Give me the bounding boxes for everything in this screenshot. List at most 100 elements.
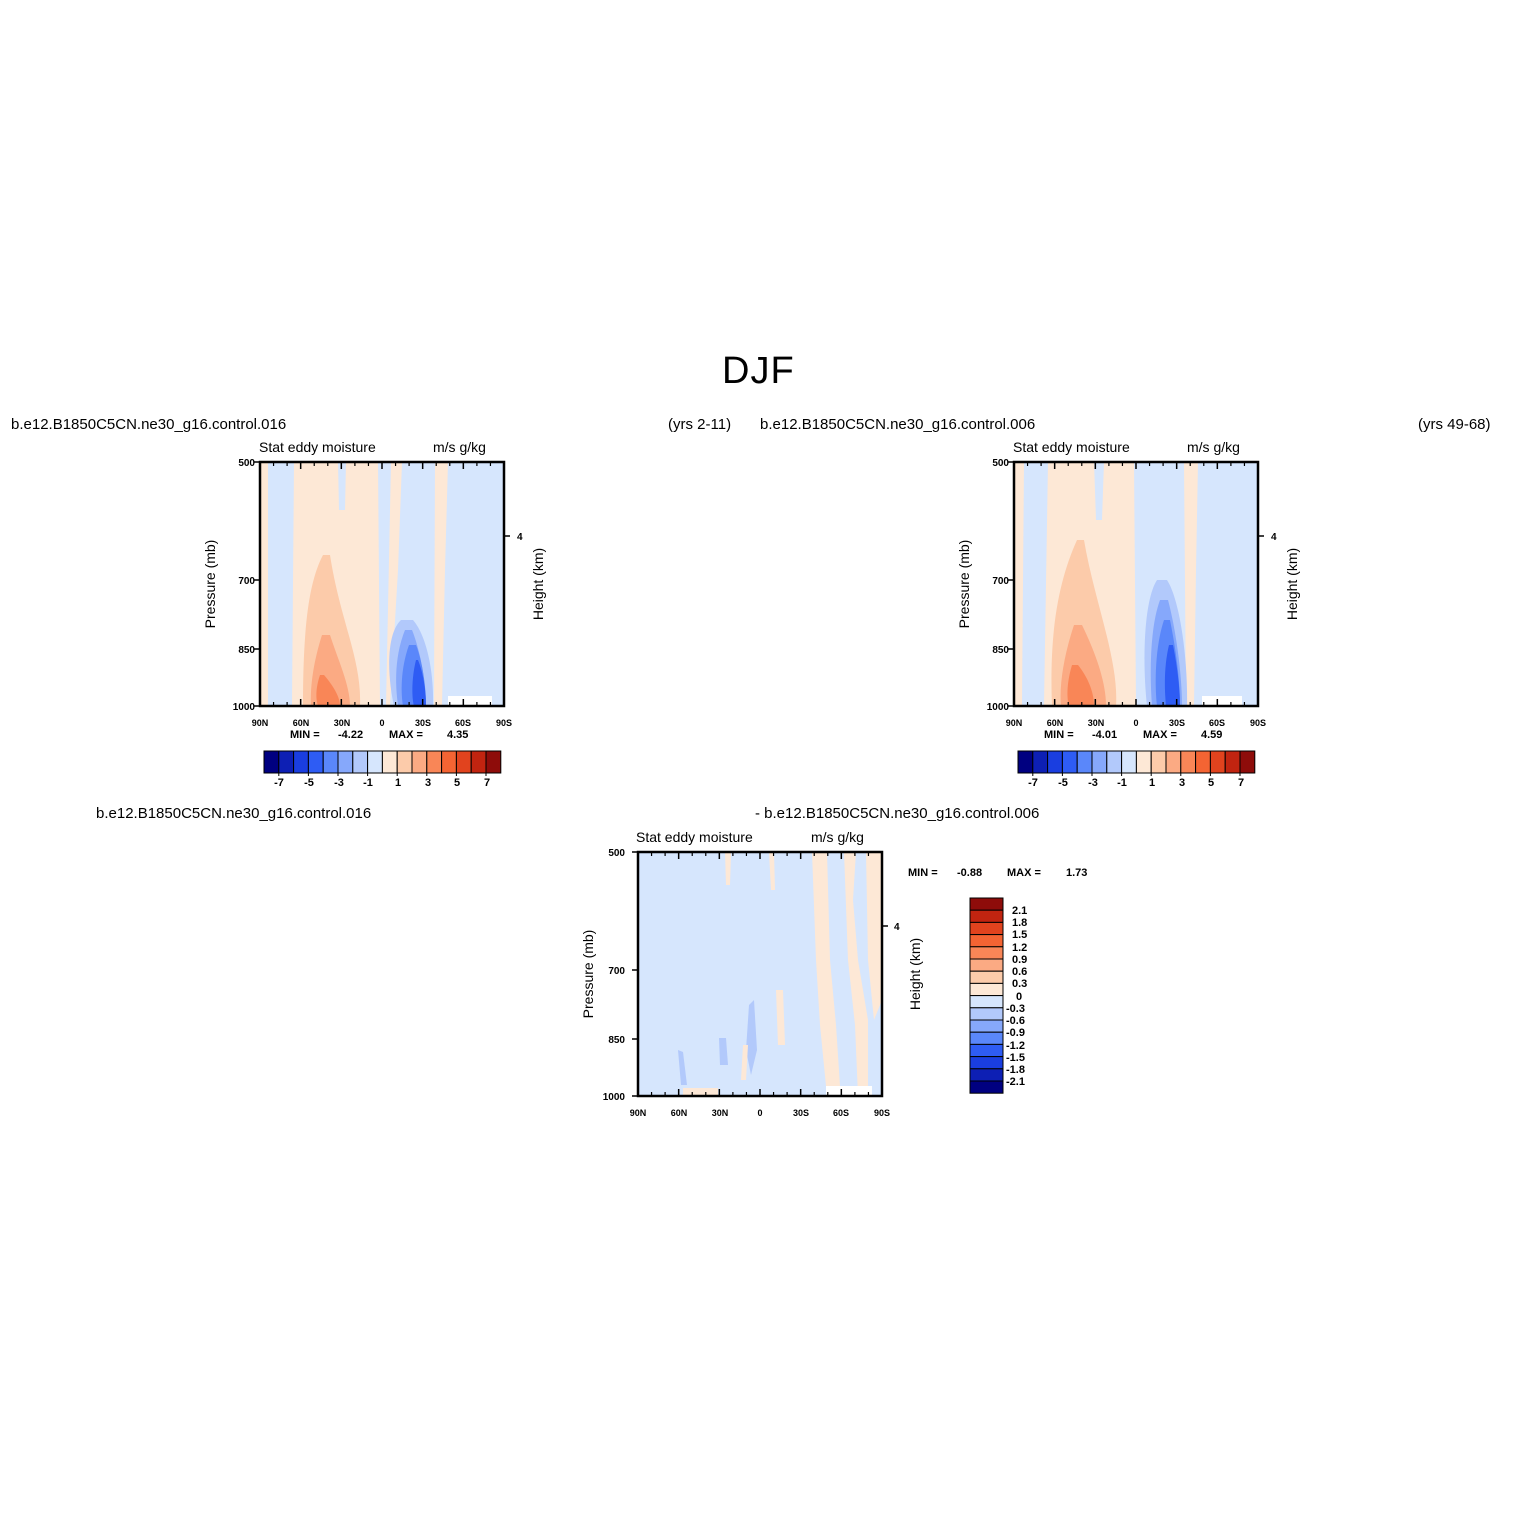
colorbar-box xyxy=(969,1056,1004,1070)
panel3-xtick-60n: 60N xyxy=(671,1108,688,1118)
colorbar-box xyxy=(969,946,1004,960)
panel1-xtick-60s: 60S xyxy=(455,718,471,728)
panel1-cbar-label: -3 xyxy=(334,777,344,789)
panel3-xtick-30n: 30N xyxy=(712,1108,729,1118)
panel1-colorbar xyxy=(263,750,502,776)
panel1-cbar-label: 1 xyxy=(395,777,401,789)
panel2-cbar-label: 3 xyxy=(1179,777,1185,789)
colorbar-box xyxy=(969,1043,1004,1058)
panel1-min-label: MIN = xyxy=(290,729,320,741)
panel1-ytick-1000: 1000 xyxy=(233,702,256,713)
colorbar-box xyxy=(969,970,1004,984)
panel2-chart: 500 700 850 1000 4 90N 60N 30N 0 30S 60S… xyxy=(956,458,1300,789)
panel2-cbar-label: -3 xyxy=(1088,777,1098,789)
panel1-ylabel-right: Height (km) xyxy=(530,548,546,620)
panel3-xtick-0: 0 xyxy=(757,1108,762,1118)
panel3-max-value: 1.73 xyxy=(1066,867,1088,879)
colorbar-box xyxy=(307,750,324,774)
panel1-pos-edge xyxy=(260,462,268,706)
panel3-xtick-90s: 90S xyxy=(874,1108,890,1118)
panel3-cbar-label: 0 xyxy=(1016,991,1022,1003)
panel3-missing xyxy=(826,1086,872,1096)
colorbar-box xyxy=(1209,750,1226,774)
colorbar-box xyxy=(969,958,1004,972)
panel1-ticks xyxy=(254,461,510,707)
panel2-xtick-90s: 90S xyxy=(1250,718,1266,728)
panel2-ylabel-right: Height (km) xyxy=(1284,548,1300,620)
colorbar-box xyxy=(1017,750,1034,774)
panel1-ytick-700: 700 xyxy=(238,576,255,587)
colorbar-box xyxy=(485,750,502,774)
panel1-ytick-850: 850 xyxy=(238,645,255,656)
panel1-max-label: MAX = xyxy=(389,729,423,741)
panel3-pos-strip3 xyxy=(866,852,882,1020)
panel1-ylabel: Pressure (mb) xyxy=(202,540,218,629)
colorbar-box xyxy=(1121,750,1137,774)
colorbar-box xyxy=(396,750,413,774)
panel2-ticks xyxy=(1008,461,1264,707)
panel1-contours xyxy=(260,462,504,706)
panel1-xtick-90s: 90S xyxy=(496,718,512,728)
right-case-label: b.e12.B1850C5CN.ne30_g16.control.006 xyxy=(760,416,1036,433)
panel2-neg-core4 xyxy=(1164,645,1180,706)
panel3-ytick-right-4: 4 xyxy=(894,922,900,933)
left-case-label: b.e12.B1850C5CN.ne30_g16.control.016 xyxy=(11,416,287,433)
colorbar-box xyxy=(969,1031,1004,1045)
colorbar-box xyxy=(263,750,280,774)
panel3-cbar-label: -0.3 xyxy=(1006,1003,1025,1015)
panel2-min-value: -4.01 xyxy=(1092,729,1118,741)
panel3-pos-blob3 xyxy=(776,990,785,1045)
panel2-cbar-label: -7 xyxy=(1028,777,1038,789)
colorbar-box xyxy=(1061,750,1078,774)
panel2-pos-core3 xyxy=(1067,665,1094,706)
panel2-ytick-850: 850 xyxy=(992,645,1009,656)
panel3-variable-label: Stat eddy moisture xyxy=(636,829,753,845)
panel3-cbar-label: 1.8 xyxy=(1012,917,1027,929)
panel2-cbar-label: 7 xyxy=(1238,777,1244,789)
panel2-xtick-60s: 60S xyxy=(1209,718,1225,728)
colorbar-box xyxy=(426,750,443,774)
panel3-neg-blob3 xyxy=(746,1000,757,1075)
panel3-cbar-label: -1.8 xyxy=(1006,1064,1025,1076)
panel1-xtick-60n: 60N xyxy=(293,718,310,728)
panel2-pos-strip xyxy=(1184,462,1198,706)
panel1-cbar-label: 7 xyxy=(484,777,490,789)
panel2-cbar-label: -1 xyxy=(1117,777,1127,789)
panel3-pos-blob1 xyxy=(725,852,731,885)
colorbar-box xyxy=(1195,750,1211,774)
panel3-ticks xyxy=(632,851,888,1097)
panel3-contours xyxy=(638,852,882,1096)
colorbar-box xyxy=(1135,750,1152,774)
panel1-min-value: -4.22 xyxy=(338,729,364,741)
panel3-xtick-30s: 30S xyxy=(793,1108,809,1118)
colorbar-box xyxy=(969,995,1004,1009)
panel2-xtick-30n: 30N xyxy=(1088,718,1105,728)
panel3-max-label: MAX = xyxy=(1007,867,1041,879)
panel3-pos-blob4 xyxy=(741,1045,748,1080)
panel2-ytick-700: 700 xyxy=(992,576,1009,587)
colorbar-box xyxy=(1224,750,1241,774)
panel3-ytick-850: 850 xyxy=(608,1035,625,1046)
panel2-variable-label: Stat eddy moisture xyxy=(1013,439,1130,455)
panel2-xtick-60n: 60N xyxy=(1047,718,1064,728)
panel1-xtick-30n: 30N xyxy=(334,718,351,728)
page-title: DJF xyxy=(722,350,795,392)
panel1-cbar-label: -1 xyxy=(363,777,373,789)
panel2-colorbar xyxy=(1017,750,1256,776)
panel3-pos-strip1 xyxy=(812,852,840,1086)
panel2-neg-gap xyxy=(1094,462,1104,520)
panel3-colorbar-boxes xyxy=(969,897,1004,1094)
colorbar-box xyxy=(1150,750,1167,774)
colorbar-box xyxy=(1076,750,1093,774)
diff-case-a-label: b.e12.B1850C5CN.ne30_g16.control.016 xyxy=(96,805,372,822)
panel3-cbar-label: 0.9 xyxy=(1012,954,1027,966)
panel3-ytick-700: 700 xyxy=(608,966,625,977)
panel1-units-label: m/s g/kg xyxy=(433,439,486,455)
panel3-cbar-label: -2.1 xyxy=(1006,1076,1025,1088)
panel3-cbar-label: -0.6 xyxy=(1006,1015,1025,1027)
panel3-cbar-label: 1.2 xyxy=(1012,942,1027,954)
panel2-ytick-right-4: 4 xyxy=(1271,532,1277,543)
panel3-chart: 500 700 850 1000 4 90N 60N 30N 0 30S 60S… xyxy=(580,848,923,1118)
left-years-label: (yrs 2-11) xyxy=(668,416,732,433)
panel1-missing xyxy=(448,696,492,706)
